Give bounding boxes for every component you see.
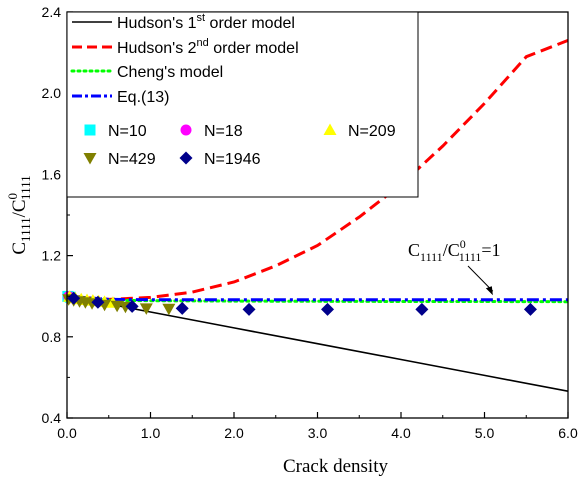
series-line-eq13 — [67, 294, 568, 302]
legend-marker-n209 — [323, 123, 337, 135]
data-point-n429 — [162, 303, 176, 316]
legend-label-h2: Hudson's 2nd order model — [117, 37, 299, 57]
x-tick-label: 5.0 — [475, 425, 495, 441]
legend-marker-n18 — [180, 124, 192, 136]
legend-label-n429: N=429 — [108, 151, 156, 168]
legend-marker-n1946 — [179, 151, 193, 165]
data-point-n1946 — [415, 302, 429, 316]
data-point-n1946 — [67, 291, 81, 305]
series-line-h2 — [67, 39, 568, 301]
y-tick-label: 1.2 — [42, 248, 62, 264]
data-point-n1946 — [91, 295, 105, 309]
annotation-label: C1111/C0 1111=1 — [408, 237, 501, 264]
legend-label-eq13: Eq.(13) — [117, 89, 169, 106]
y-tick-label: 2.0 — [42, 85, 62, 101]
legend: Hudson's 1st order model Hudson's 2nd ord… — [66, 11, 419, 198]
legend-label-n10: N=10 — [108, 123, 147, 140]
legend-label-n1946: N=1946 — [204, 151, 261, 168]
annotation-arrowhead — [485, 286, 493, 296]
legend-marker-n429 — [83, 153, 97, 165]
series-line-h1 — [67, 295, 568, 392]
x-tick-label: 4.0 — [391, 425, 411, 441]
y-tick-label: 0.8 — [42, 329, 62, 345]
y-axis: 0.4 0.8 1.2 1.6 2.0 2.4 — [42, 4, 73, 426]
plot-area — [62, 11, 569, 419]
legend-box — [66, 11, 419, 198]
y-axis-title: C1111/C01111 — [5, 175, 33, 254]
x-tick-label: 3.0 — [308, 425, 328, 441]
x-tick-label: 2.0 — [224, 425, 244, 441]
data-point-n429 — [139, 303, 153, 315]
y-tick-label: 1.6 — [42, 166, 62, 182]
data-point-n1946 — [523, 302, 537, 316]
data-point-n1946 — [175, 301, 189, 315]
y-tick-label: 2.4 — [42, 4, 62, 20]
x-tick-label: 1.0 — [141, 425, 161, 441]
legend-label-n18: N=18 — [204, 123, 243, 140]
data-point-n1946 — [125, 299, 139, 313]
data-point-n1946 — [321, 302, 335, 316]
legend-label-n209: N=209 — [348, 123, 396, 140]
x-tick-label: 0.0 — [57, 425, 77, 441]
x-tick-label: 6.0 — [558, 425, 578, 441]
annotation-arrow — [467, 265, 494, 292]
legend-marker-n10 — [84, 124, 96, 136]
axis-titles: Crack density C1111/C01111 — [5, 175, 388, 477]
data-point-n1946 — [242, 302, 256, 316]
annotation: C1111/C0 1111=1 — [408, 237, 501, 296]
x-axis-title: Crack density — [283, 456, 389, 477]
x-axis: 0.0 1.0 2.0 3.0 4.0 5.0 6.0 — [57, 412, 578, 441]
y-tick-label: 0.4 — [42, 410, 62, 426]
legend-label-h1: Hudson's 1st order model — [117, 12, 295, 32]
legend-label-cheng: Cheng's model — [117, 64, 223, 81]
